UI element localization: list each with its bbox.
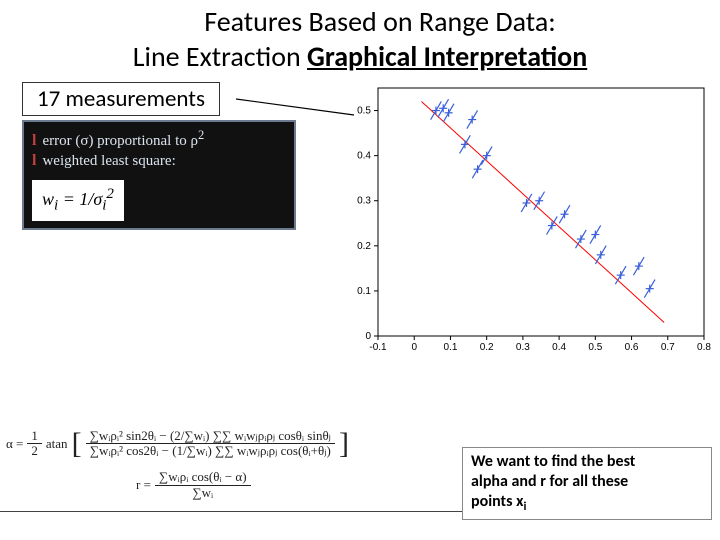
svg-text:0.1: 0.1 — [443, 342, 457, 353]
goal-box: We want to find the best alpha and r for… — [462, 447, 712, 520]
note-line-1: l error (σ) proportional to ρ2 — [32, 128, 286, 150]
w-sigma: σ — [93, 189, 102, 209]
bullet-icon: l — [32, 132, 36, 150]
svg-text:0.3: 0.3 — [357, 196, 371, 207]
alpha-den: ∑wᵢρᵢ² cos2θᵢ − (1/∑wᵢ) ∑∑ wᵢwⱼρᵢρⱼ cos(… — [86, 444, 335, 458]
title-line-1: Features Based on Range Data: — [60, 4, 700, 39]
lbracket: [ — [72, 427, 82, 460]
w-sigsup: 2 — [106, 186, 114, 202]
r-frac: ∑wᵢρᵢ cos(θᵢ − α) ∑wᵢ — [155, 470, 251, 500]
goal-l3-sub: i — [523, 500, 526, 514]
title-emphasis: Graphical Interpretation — [307, 39, 587, 74]
svg-text:0.2: 0.2 — [480, 342, 494, 353]
alpha-formula: α = 1 2 atan [ ∑wᵢρᵢ² sin2θᵢ − (2/∑wᵢ) ∑… — [6, 427, 446, 460]
rho-symbol: ρ — [191, 133, 199, 149]
rbracket: ] — [339, 427, 349, 460]
goal-line-2: alpha and r for all these — [471, 472, 703, 492]
weight-formula: wi = 1/σi2 — [32, 180, 124, 221]
formula-block: α = 1 2 atan [ ∑wᵢρᵢ² sin2θᵢ − (2/∑wᵢ) ∑… — [6, 427, 446, 500]
svg-text:0.5: 0.5 — [588, 342, 602, 353]
title-line-2: Line Extraction Graphical Interpretation — [20, 39, 700, 74]
scatter-line-chart: -0.100.10.20.30.40.50.60.70.800.10.20.30… — [342, 80, 712, 360]
svg-text:0.2: 0.2 — [357, 241, 371, 252]
connector-line — [236, 95, 356, 119]
alpha-frac: ∑wᵢρᵢ² sin2θᵢ − (2/∑wᵢ) ∑∑ wᵢwⱼρᵢρⱼ cosθ… — [86, 429, 335, 459]
w-var: w — [42, 189, 54, 209]
bullet-icon: l — [32, 152, 36, 170]
note1-b: ) proportional to — [88, 133, 190, 149]
slide-title: Features Based on Range Data: Line Extra… — [0, 0, 720, 76]
r-lhs: r = — [136, 478, 151, 492]
svg-text:0: 0 — [411, 342, 417, 353]
note1-a: error ( — [42, 133, 80, 149]
note2-text: weighted least square: — [42, 153, 175, 170]
note-line-2: l weighted least square: — [32, 152, 286, 170]
atan-label: atan — [46, 437, 68, 451]
svg-text:-0.1: -0.1 — [369, 342, 387, 353]
half-frac: 1 2 — [27, 429, 42, 459]
half-num: 1 — [27, 429, 42, 444]
goal-line-1: We want to find the best — [471, 452, 703, 472]
rho-exp: 2 — [198, 128, 204, 142]
r-formula: r = ∑wᵢρᵢ cos(θᵢ − α) ∑wᵢ — [136, 470, 446, 500]
svg-text:0.8: 0.8 — [697, 342, 711, 353]
svg-text:0.4: 0.4 — [552, 342, 566, 353]
r-num: ∑wᵢρᵢ cos(θᵢ − α) — [155, 470, 251, 485]
svg-text:0: 0 — [365, 331, 371, 342]
r-den: ∑wᵢ — [188, 486, 217, 500]
svg-text:0.7: 0.7 — [661, 342, 675, 353]
half-den: 2 — [27, 444, 42, 458]
notes-box: l error (σ) proportional to ρ2 l weighte… — [22, 120, 296, 230]
measurements-label: 17 measurements — [22, 82, 220, 116]
title-prefix: Line Extraction — [133, 39, 307, 74]
svg-text:0.5: 0.5 — [357, 106, 371, 117]
alpha-num: ∑wᵢρᵢ² sin2θᵢ − (2/∑wᵢ) ∑∑ wᵢwⱼρᵢρⱼ cosθ… — [86, 429, 335, 444]
goal-l3a: points x — [471, 492, 523, 511]
w-mid: = 1/ — [58, 189, 93, 209]
goal-line-3: points xi — [471, 492, 703, 515]
alpha-lhs: α = — [6, 437, 23, 451]
svg-text:0.4: 0.4 — [357, 151, 371, 162]
svg-text:0.6: 0.6 — [625, 342, 639, 353]
svg-text:0.1: 0.1 — [357, 286, 371, 297]
svg-text:0.3: 0.3 — [516, 342, 530, 353]
